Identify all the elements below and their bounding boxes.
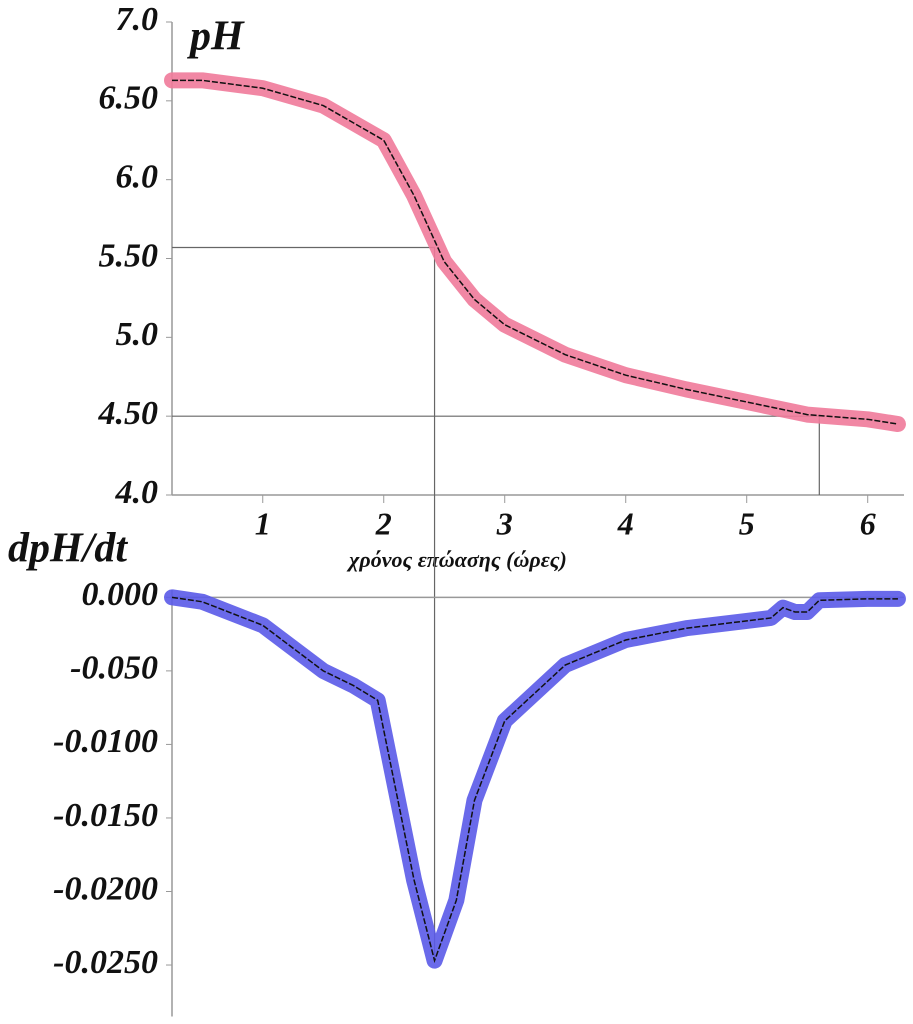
- y-tick-label: -0.0100: [53, 723, 158, 760]
- data-line-trace: [172, 79, 899, 425]
- data-line: [164, 589, 906, 969]
- x-tick-label: 1: [255, 505, 271, 541]
- data-line: [164, 72, 906, 433]
- data-line-trace: [171, 596, 898, 964]
- y-tick-label: -0.0150: [53, 797, 158, 834]
- x-tick-label: 6: [860, 505, 876, 541]
- y-tick-label: -0.050: [70, 650, 158, 687]
- y-tick-label: 4.50: [98, 395, 159, 432]
- x-axis-label: χρόνος επώασης (ώρες): [346, 547, 567, 572]
- y-tick-label: 6.50: [99, 80, 159, 117]
- y-axis-label: dpH/dt: [8, 526, 128, 572]
- y-tick-label: -0.0200: [53, 870, 158, 907]
- y-tick-label: 5.0: [116, 316, 159, 353]
- x-tick-label: 2: [375, 505, 392, 541]
- y-tick-label: 6.0: [116, 158, 159, 195]
- y-tick-label: 4.0: [115, 474, 159, 511]
- y-tick-label: 5.50: [99, 237, 159, 274]
- x-tick-label: 4: [617, 505, 634, 541]
- y-tick-label: -0.0250: [53, 944, 158, 981]
- x-tick-label: 5: [739, 505, 755, 541]
- guide-line: [172, 415, 820, 495]
- y-axis-label: pH: [187, 14, 245, 60]
- y-tick-label: 7.0: [116, 1, 159, 38]
- x-tick-label: 3: [496, 505, 513, 541]
- y-tick-label: 0.000: [82, 576, 159, 613]
